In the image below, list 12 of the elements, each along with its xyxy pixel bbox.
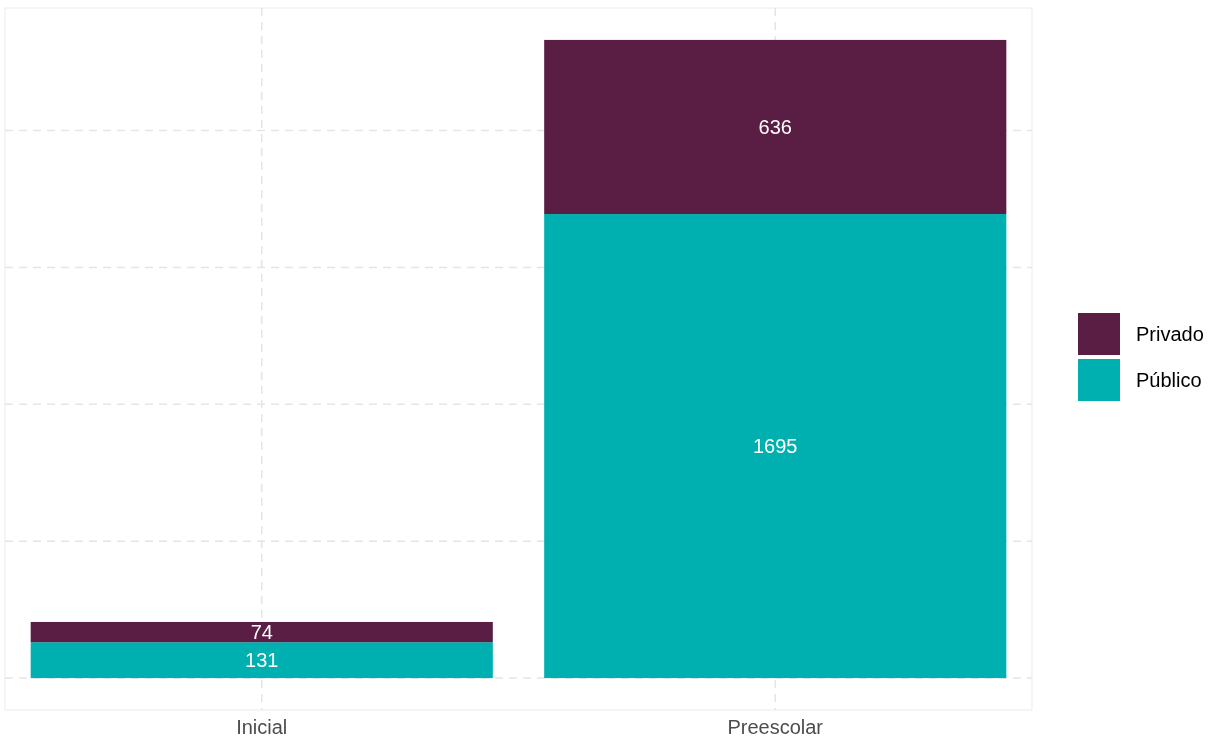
legend-label: Público [1136,369,1202,391]
data-label: 636 [758,115,792,138]
x-tick-label: Preescolar [727,716,824,738]
bar [30,621,493,643]
bar [544,39,1007,215]
bar [544,214,1007,679]
bar [30,642,493,679]
x-tick-label: Inicial [236,716,288,738]
data-label: 1695 [753,435,798,458]
legend-label: Privado [1136,323,1204,345]
data-label: 131 [245,649,279,672]
data-label: 74 [250,621,273,644]
